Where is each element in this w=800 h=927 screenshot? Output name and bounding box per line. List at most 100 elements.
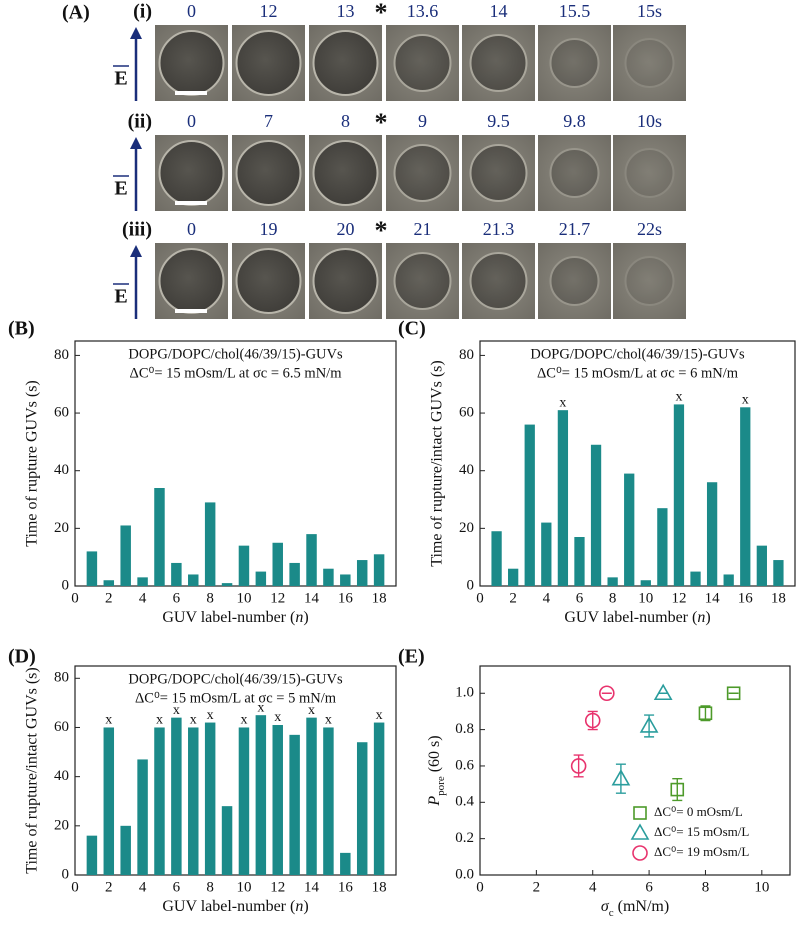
field-label: E <box>114 178 127 200</box>
bar <box>188 574 199 586</box>
x-tick-label: 14 <box>705 590 721 606</box>
intact-marker: x <box>308 703 315 718</box>
vesicle <box>624 148 675 198</box>
x-axis-label-part: (mN/m) <box>614 898 670 915</box>
x-tick-label: 6 <box>173 590 181 606</box>
x-tick-label: 2 <box>105 590 113 606</box>
error-bar <box>672 777 683 802</box>
time-label: 13.6 <box>407 1 439 21</box>
y-tick-label: 0 <box>62 866 70 882</box>
vesicle <box>158 248 225 314</box>
bar <box>306 717 317 875</box>
bar <box>607 577 618 586</box>
x-axis-label-part: n <box>295 898 303 915</box>
point <box>639 716 659 733</box>
intact-marker: x <box>325 713 332 728</box>
time-label: 10s <box>637 111 662 131</box>
bar <box>723 574 734 586</box>
bar <box>103 580 115 586</box>
rupture-marker: * <box>375 216 388 245</box>
bar <box>289 734 300 875</box>
bar <box>673 404 685 586</box>
row-label: (iii) <box>122 219 152 241</box>
bar <box>340 852 351 875</box>
time-label: 13 <box>337 1 355 21</box>
field-arrowhead <box>130 27 142 39</box>
bar <box>272 725 283 875</box>
y-axis-label-part: P <box>426 796 443 807</box>
vesicle <box>393 252 452 310</box>
time-label: 0 <box>187 111 196 131</box>
bar <box>356 742 368 875</box>
bar <box>640 580 651 586</box>
bar <box>255 715 267 875</box>
legend-label: ΔC⁰= 19 mOsm/L <box>654 844 749 859</box>
x-tick-label: 16 <box>338 590 354 606</box>
bar <box>86 835 98 875</box>
y-tick-label: 40 <box>54 768 69 784</box>
bar <box>657 508 668 586</box>
bar <box>120 825 131 875</box>
x-tick-label: 6 <box>576 590 584 606</box>
vesicle <box>235 248 302 314</box>
y-axis-label: Ppore (60 s) <box>426 735 447 806</box>
y-tick-label: 80 <box>54 347 69 363</box>
time-label: 9.5 <box>487 111 510 131</box>
bar <box>204 502 216 586</box>
bar <box>740 407 751 586</box>
annotation: DOPG/DOPC/chol(46/39/15)-GUVs <box>128 346 343 362</box>
y-tick-label: 20 <box>54 520 69 536</box>
x-tick-label: 10 <box>754 879 769 895</box>
y-tick-label: 40 <box>459 462 474 478</box>
annotation: DOPG/DOPC/chol(46/39/15)-GUVs <box>530 346 745 362</box>
time-label: 7 <box>264 111 273 131</box>
y-tick-label: 60 <box>54 719 69 735</box>
x-tick-label: 4 <box>139 590 147 606</box>
panel-label: (B) <box>8 318 35 340</box>
legend-marker <box>633 806 647 820</box>
time-label: 8 <box>341 111 350 131</box>
point <box>611 769 631 786</box>
bar <box>541 522 552 586</box>
bar <box>373 722 385 875</box>
plot-frame <box>74 665 397 876</box>
time-label: 15.5 <box>559 1 591 21</box>
time-label: 21.7 <box>559 219 591 239</box>
y-tick-label: 0 <box>62 577 70 593</box>
x-tick-label: 0 <box>476 879 484 895</box>
vesicle <box>158 140 225 206</box>
point <box>570 758 587 774</box>
bar <box>221 583 233 586</box>
bar <box>524 424 535 586</box>
y-axis-label: Time of rupture/intact GUVs (s) <box>24 667 41 874</box>
vesicle <box>469 144 528 202</box>
x-tick-label: 6 <box>645 879 653 895</box>
time-label: 21.3 <box>483 219 515 239</box>
field-label: E <box>114 68 127 90</box>
legend-marker <box>632 845 648 861</box>
time-label: 9.8 <box>563 111 586 131</box>
legend-marker <box>630 823 650 840</box>
x-tick-label: 12 <box>270 590 285 606</box>
intact-marker: x <box>257 700 264 715</box>
x-tick-label: 2 <box>533 879 541 895</box>
intact-marker: x <box>173 703 180 718</box>
vesicle <box>469 252 528 310</box>
vesicle <box>312 248 379 314</box>
x-tick-label: 8 <box>702 879 710 895</box>
field-arrowhead <box>130 137 142 149</box>
bar <box>154 488 165 586</box>
x-tick-label: 8 <box>609 590 617 606</box>
intact-marker: x <box>240 713 247 728</box>
vesicle <box>235 140 302 206</box>
vesicle <box>549 148 600 198</box>
bar <box>171 562 182 586</box>
vesicle <box>393 144 452 202</box>
x-tick-label: 4 <box>589 879 597 895</box>
x-tick-label: 10 <box>236 590 251 606</box>
x-tick-label: 0 <box>71 590 79 606</box>
x-tick-label: 14 <box>304 879 320 895</box>
x-tick-label: 4 <box>139 879 147 895</box>
bar <box>221 806 233 875</box>
x-tick-label: 16 <box>338 879 354 895</box>
